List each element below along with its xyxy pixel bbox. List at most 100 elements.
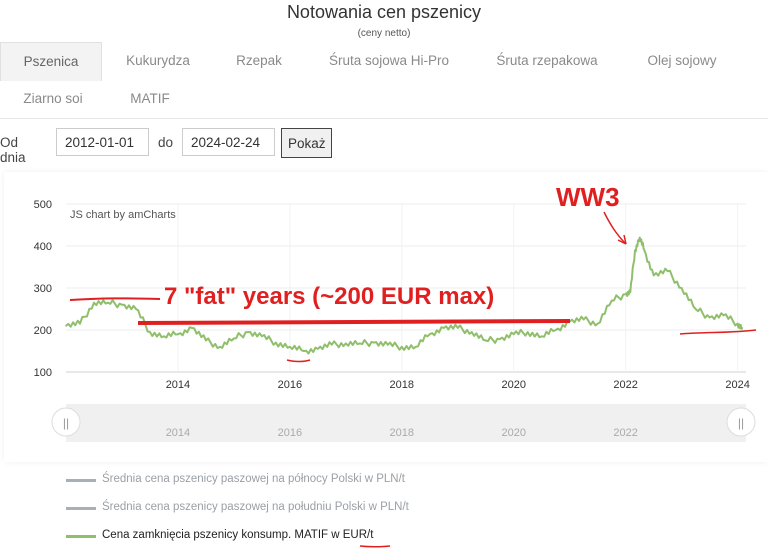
- data-point: [345, 342, 347, 345]
- legend-label: Średnia cena pszenicy paszowej na północ…: [102, 473, 405, 485]
- legend-swatch: [66, 479, 96, 482]
- tab-kukurydza[interactable]: Kukurydza: [126, 53, 190, 68]
- legend-swatch: [66, 535, 96, 538]
- scrollbar[interactable]: 2014 2016 2018 2020 2022 || ||: [51, 404, 756, 442]
- data-point: [289, 346, 291, 348]
- x-tick-label: 2022: [613, 379, 637, 391]
- data-point: [694, 308, 697, 310]
- tab-ziarno-soi[interactable]: Ziarno soi: [23, 91, 83, 106]
- data-point: [643, 249, 646, 251]
- data-point: [443, 327, 445, 329]
- scrollbar-tick-label: 2020: [501, 427, 525, 439]
- page-title: Notowania cen pszenicy: [286, 2, 482, 22]
- data-point: [666, 270, 669, 272]
- data-point: [191, 327, 193, 329]
- scrollbar-track[interactable]: [66, 404, 746, 442]
- annotation-ww3: WW3: [556, 182, 620, 212]
- data-point: [331, 343, 333, 346]
- legend-item-south[interactable]: Średnia cena pszenicy paszowej na połudn…: [66, 500, 486, 518]
- show-button[interactable]: Pokaż: [281, 128, 332, 158]
- x-tick-label: 2016: [278, 379, 302, 391]
- price-chart: 100 200 300 400 500 2014 2016 2018 2020 2022 2024…: [34, 182, 757, 442]
- scrollbar-right-handle[interactable]: [726, 407, 756, 437]
- x-axis: 2014 2016 2018 2020 2022 2024: [166, 379, 750, 391]
- y-tick-label: 300: [34, 283, 52, 295]
- scrollbar-left-handle[interactable]: [51, 407, 81, 437]
- x-tick-label: 2020: [501, 379, 525, 391]
- annotation-arrow-head: [617, 234, 627, 245]
- tab-sruta-sojowa-hi-pro[interactable]: Śruta sojowa Hi-Pro: [328, 53, 450, 68]
- from-date-label: Od dnia: [0, 135, 26, 165]
- data-point: [275, 341, 277, 344]
- data-point: [65, 325, 67, 327]
- data-point: [219, 346, 221, 348]
- data-point: [303, 350, 305, 352]
- page-subtitle: (ceny netto): [357, 28, 411, 39]
- data-point: [177, 333, 179, 335]
- to-date-label: do: [158, 135, 174, 150]
- commodity-tabs: Pszenica Kukurydza Rzepak Śruta sojowa H…: [0, 42, 768, 119]
- data-point: [247, 331, 249, 333]
- scrollbar-ticks: 2014 2016 2018 2020 2022: [166, 427, 638, 439]
- chart-grid: [66, 203, 746, 373]
- legend-label: Cena zamknięcia pszenicy konsump. MATIF …: [102, 529, 374, 541]
- data-point: [261, 335, 263, 338]
- data-point: [680, 287, 683, 289]
- annotation-arrow-shaft: [603, 211, 627, 245]
- tab-olej-sojowy[interactable]: Olej sojowy: [647, 53, 717, 68]
- scrollbar-tick-label: 2022: [613, 427, 637, 439]
- y-tick-label: 200: [34, 325, 52, 337]
- data-point: [387, 343, 389, 346]
- tab-sruta-rzepakowa[interactable]: Śruta rzepakowa: [496, 53, 598, 68]
- x-tick-label: 2024: [725, 379, 749, 391]
- from-date-input[interactable]: [56, 128, 149, 156]
- annotation-bar-fat-years: [137, 319, 571, 325]
- handdrawn-annotations: 7 "fat" years (~200 EUR max) WW3: [69, 182, 757, 363]
- annotation-fat-years: 7 "fat" years (~200 EUR max): [164, 283, 494, 310]
- to-date-input[interactable]: [182, 128, 275, 156]
- data-point: [163, 335, 165, 338]
- legend-swatch: [66, 507, 96, 510]
- data-point: [429, 333, 431, 335]
- tab-matif[interactable]: MATIF: [130, 91, 170, 106]
- data-point: [634, 249, 636, 251]
- data-point: [708, 316, 711, 319]
- scrollbar-tick-label: 2018: [390, 427, 414, 439]
- x-tick-label: 2014: [166, 379, 190, 391]
- y-tick-label: 100: [34, 367, 52, 379]
- data-point: [498, 338, 501, 340]
- series-points: [65, 236, 744, 352]
- data-point: [401, 346, 403, 348]
- data-point: [638, 236, 641, 239]
- data-point: [373, 341, 375, 344]
- tab-rzepak[interactable]: Rzepak: [236, 53, 282, 68]
- scrollbar-tick-label: 2014: [166, 427, 190, 439]
- data-point: [652, 274, 655, 277]
- data-point: [596, 322, 599, 325]
- data-point: [722, 314, 725, 317]
- data-point: [121, 304, 123, 306]
- x-tick-label: 2018: [390, 379, 414, 391]
- data-point: [485, 339, 487, 342]
- data-point: [149, 331, 151, 333]
- legend-label: Średnia cena pszenicy paszowej na połudn…: [102, 501, 409, 513]
- scrollbar-tick-label: 2016: [278, 427, 302, 439]
- annotation-underline-2024: [679, 329, 757, 335]
- legend-item-matif[interactable]: Cena zamknięcia pszenicy konsump. MATIF …: [66, 528, 486, 546]
- data-point: [135, 308, 137, 310]
- right-grip-icon: ||: [738, 416, 744, 430]
- legend-item-north[interactable]: Średnia cena pszenicy paszowej na północ…: [66, 472, 486, 490]
- data-point: [93, 301, 95, 304]
- data-point: [610, 299, 613, 302]
- data-point: [624, 293, 627, 296]
- y-axis: 100 200 300 400 500: [34, 199, 52, 379]
- data-point: [107, 301, 109, 304]
- data-point: [415, 346, 417, 348]
- data-point: [736, 322, 739, 325]
- data-point: [582, 318, 585, 321]
- annotation-underline-2016: [286, 359, 311, 363]
- data-point: [79, 322, 81, 325]
- tab-pszenica[interactable]: Pszenica: [0, 42, 102, 81]
- chart-credit: JS chart by amCharts: [70, 209, 176, 221]
- data-point: [540, 335, 543, 338]
